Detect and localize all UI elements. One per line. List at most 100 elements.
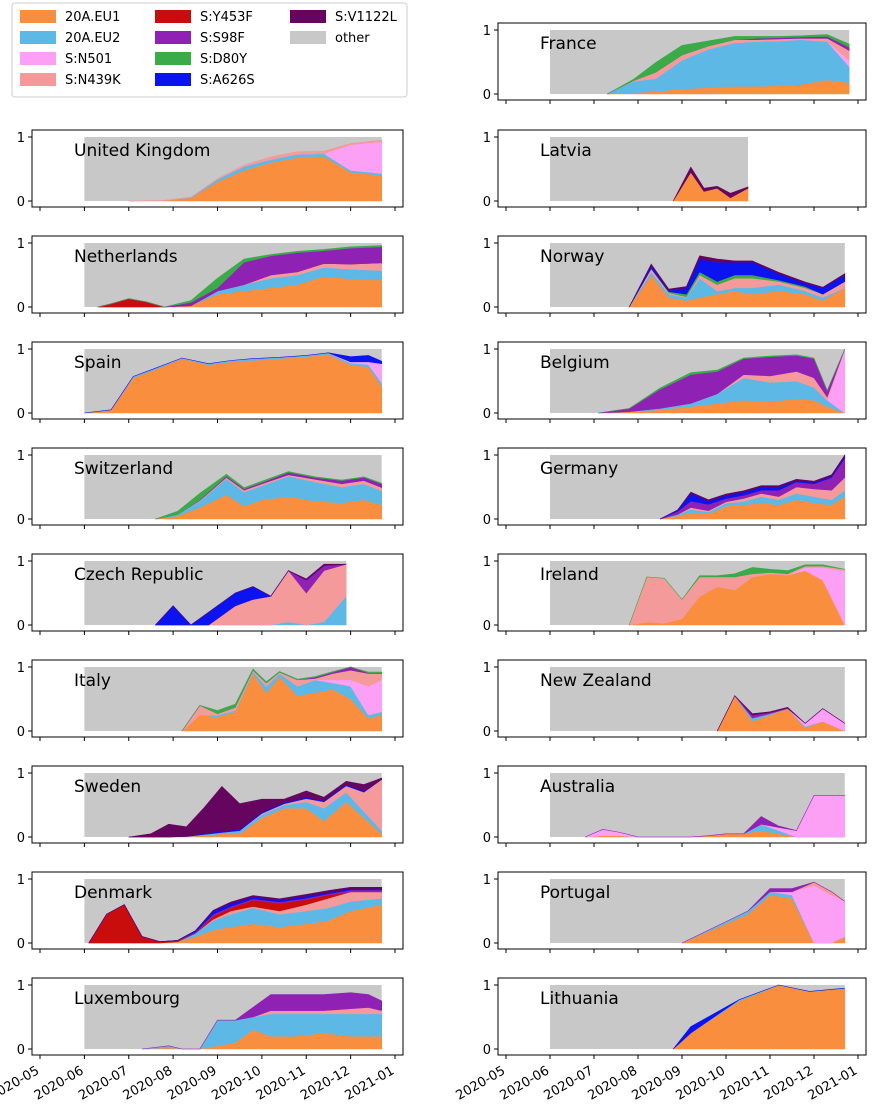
area-s-s98f xyxy=(585,795,845,838)
country-label: Denmark xyxy=(74,883,152,903)
area-s-d80y xyxy=(97,245,382,308)
panel-italy: 1 0 Italy xyxy=(17,659,404,741)
area-s-d80y xyxy=(598,348,846,414)
legend-swatch-s-y453f xyxy=(155,10,191,23)
panel-lithuania: 1 0 Lithuania xyxy=(483,977,867,1059)
country-label: France xyxy=(540,34,597,54)
xtick-label-left: 2020-06 xyxy=(32,1063,87,1103)
ytick-label: 1 xyxy=(17,873,25,888)
panel-new-zealand: 1 0 New Zealand xyxy=(483,659,867,741)
ytick-label: 1 xyxy=(483,237,491,252)
legend-swatch-20a-eu1 xyxy=(20,10,56,23)
area-s-a626s xyxy=(84,352,382,414)
country-label: United Kingdom xyxy=(74,141,210,161)
panel-portugal: 1 0 Portugal xyxy=(483,871,867,953)
ytick-label: 0 xyxy=(17,195,25,210)
ytick-label: 1 xyxy=(17,555,25,570)
area-s-n439k xyxy=(128,139,382,202)
legend-label-20a-eu1: 20A.EU1 xyxy=(65,10,120,25)
legend-label-20a-eu2: 20A.EU2 xyxy=(65,31,120,46)
area-s-d80y xyxy=(607,34,850,95)
ytick-label: 1 xyxy=(17,767,25,782)
ytick-label: 1 xyxy=(483,979,491,994)
area-s-s98f xyxy=(142,992,382,1050)
panel-latvia: 1 0 Latvia xyxy=(483,129,867,211)
ytick-label: 1 xyxy=(17,131,25,146)
panel-belgium: 1 0 Belgium xyxy=(483,341,867,423)
ytick-label: 0 xyxy=(483,407,491,422)
legend: 20A.EU1 20A.EU2 S:N501 S:N439K S:Y453F S:S98F… xyxy=(11,2,408,98)
panel-switzerland: 1 0 Switzerland xyxy=(17,447,404,529)
area-s-d80y xyxy=(155,471,382,520)
area-s-d80y xyxy=(628,564,845,626)
legend-label-s-n439k: S:N439K xyxy=(65,73,121,88)
legend-swatch-s-n439k xyxy=(20,73,56,86)
country-label: Sweden xyxy=(74,777,141,797)
country-label: Germany xyxy=(540,459,618,479)
ytick-label: 0 xyxy=(17,513,25,528)
country-label: Ireland xyxy=(540,565,599,585)
country-label: Belgium xyxy=(540,353,610,373)
xtick-label-left: 2021-01 xyxy=(342,1063,397,1103)
ytick-label: 0 xyxy=(483,88,491,103)
ytick-label: 0 xyxy=(17,725,25,740)
panel-czech-republic: 1 0 Czech Republic xyxy=(17,553,404,635)
country-label: Lithuania xyxy=(540,989,619,1009)
area-s-a626s xyxy=(672,984,845,1050)
ytick-label: 0 xyxy=(17,301,25,316)
legend-swatch-s-s98f xyxy=(155,31,191,44)
panel-sweden: 1 0 Sweden xyxy=(17,765,404,847)
country-label: Australia xyxy=(540,777,615,797)
xtick-label-left: 2020-08 xyxy=(121,1063,176,1103)
area-s-v1122l xyxy=(128,777,382,838)
ytick-label: 1 xyxy=(17,979,25,994)
xtick-label-right: 2021-01 xyxy=(805,1063,860,1103)
country-label: New Zealand xyxy=(540,671,652,691)
ytick-label: 1 xyxy=(483,131,491,146)
legend-swatch-s-a626s xyxy=(155,73,191,86)
xtick-label-right: 2020-10 xyxy=(673,1063,728,1103)
panel-spain: 1 0 Spain xyxy=(17,341,404,423)
legend-label-s-d80y: S:D80Y xyxy=(200,52,247,67)
xtick-label-left: 2020-07 xyxy=(76,1063,131,1103)
xtick-label-right: 2020-08 xyxy=(585,1063,640,1103)
xtick-label-right: 2020-09 xyxy=(629,1063,684,1103)
panels: 1 0 France 1 0 United Kingdom 1 0 Netherlands 1 0 S… xyxy=(0,22,867,1104)
ytick-label: 1 xyxy=(483,661,491,676)
ytick-label: 1 xyxy=(17,343,25,358)
xtick-label-right: 2020-11 xyxy=(717,1063,772,1103)
ytick-label: 0 xyxy=(483,831,491,846)
ytick-label: 0 xyxy=(483,725,491,740)
xtick-label-left: 2020-10 xyxy=(209,1063,264,1103)
ytick-label: 0 xyxy=(483,1043,491,1058)
xtick-label-right: 2020-07 xyxy=(541,1063,596,1103)
ytick-label: 0 xyxy=(17,937,25,952)
country-label: Latvia xyxy=(540,141,592,161)
area-s-v1122l xyxy=(155,563,347,626)
panel-australia: 1 0 Australia xyxy=(483,765,867,847)
area-s-v1122l xyxy=(628,255,846,308)
xtick-label-left: 2020-12 xyxy=(298,1063,353,1103)
ytick-label: 1 xyxy=(483,555,491,570)
legend-label-s-v1122l: S:V1122L xyxy=(335,10,398,25)
panel-germany: 1 0 Germany xyxy=(483,447,867,529)
ytick-label: 1 xyxy=(17,661,25,676)
area-s-v1122l xyxy=(672,166,749,202)
ytick-label: 1 xyxy=(483,767,491,782)
ytick-label: 1 xyxy=(483,24,491,39)
panel-luxembourg: 1 0 Luxembourg xyxy=(17,977,404,1059)
legend-label-s-a626s: S:A626S xyxy=(200,73,255,88)
xtick-label-right: 2020-12 xyxy=(761,1063,816,1103)
ytick-label: 0 xyxy=(17,619,25,634)
ytick-label: 0 xyxy=(483,301,491,316)
panel-netherlands: 1 0 Netherlands xyxy=(17,235,404,317)
ytick-label: 1 xyxy=(483,873,491,888)
legend-swatch-other xyxy=(290,31,326,44)
panel-ireland: 1 0 Ireland xyxy=(483,553,867,635)
legend-swatch-s-n501 xyxy=(20,52,56,65)
area-s-d80y xyxy=(181,666,382,732)
area-s-v1122l xyxy=(88,887,382,944)
ytick-label: 1 xyxy=(483,449,491,464)
country-label: Italy xyxy=(74,671,111,691)
country-label: Norway xyxy=(540,247,605,267)
